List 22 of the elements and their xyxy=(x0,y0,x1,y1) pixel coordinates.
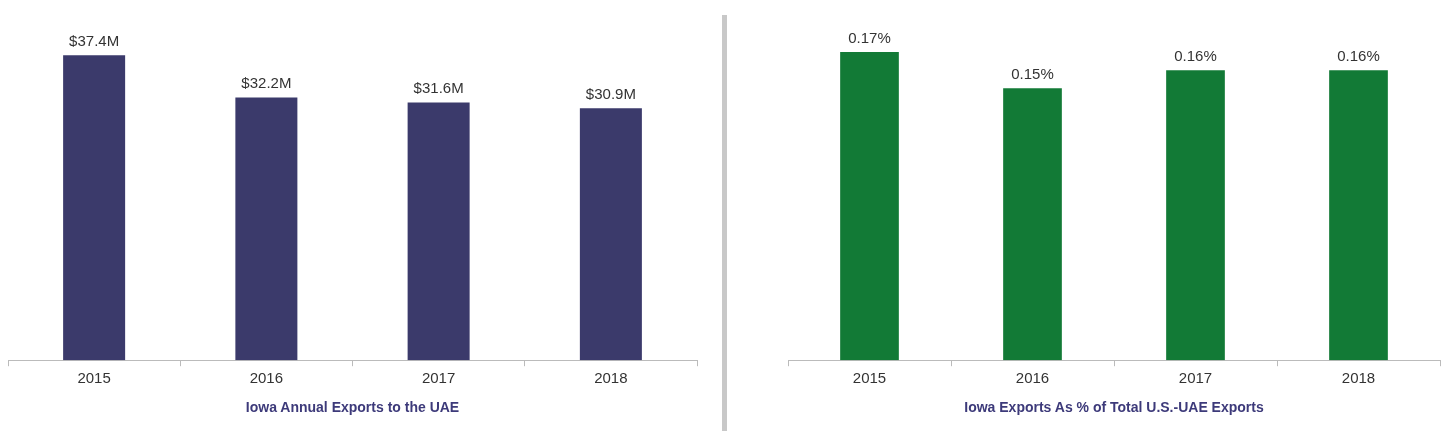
x-tick-label: 2016 xyxy=(1015,369,1050,387)
data-label: $30.9M xyxy=(585,84,636,102)
bar xyxy=(63,55,126,361)
data-label: 0.16% xyxy=(1337,46,1380,64)
data-label: $37.4M xyxy=(69,31,120,49)
x-tick-label: 2017 xyxy=(421,369,456,387)
data-label: 0.17% xyxy=(848,28,891,46)
data-label: 0.16% xyxy=(1174,46,1217,64)
x-tick-label: 2015 xyxy=(852,369,887,387)
bar xyxy=(407,102,470,361)
bar xyxy=(579,108,642,361)
x-tick-label: 2017 xyxy=(1178,369,1213,387)
x-tick-label: 2016 xyxy=(249,369,284,387)
x-tick-label: 2015 xyxy=(77,369,111,387)
data-label: $31.6M xyxy=(413,79,464,97)
x-tick-label: 2018 xyxy=(594,369,628,387)
bar xyxy=(235,97,298,361)
text: Iowa Exports As % of Total U.S.-UAE Exports xyxy=(964,399,1264,416)
data-label: 0.15% xyxy=(1011,65,1054,83)
x-tick-label: 2018 xyxy=(1341,369,1376,387)
text: Iowa Annual Exports to the UAE xyxy=(245,399,460,416)
data-label: $32.2M xyxy=(241,74,292,92)
